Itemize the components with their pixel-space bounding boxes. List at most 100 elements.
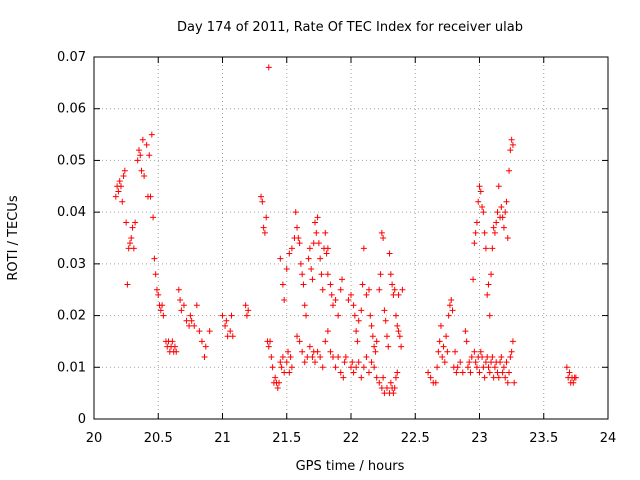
data-point (285, 348, 292, 355)
data-point (485, 364, 492, 371)
data-point (324, 328, 331, 335)
data-point (359, 281, 366, 288)
data-point (472, 359, 479, 366)
data-point (502, 374, 509, 381)
data-point (371, 343, 378, 350)
data-point (509, 141, 516, 148)
data-point (224, 333, 231, 340)
data-point (177, 297, 184, 304)
data-point (389, 281, 396, 288)
data-point (358, 374, 365, 381)
data-point (265, 343, 272, 350)
data-point (301, 359, 308, 366)
y-tick-label: 0.01 (57, 360, 86, 375)
data-point (328, 291, 335, 298)
data-point (295, 235, 302, 241)
data-point (498, 353, 505, 360)
data-point (371, 364, 378, 371)
data-point (286, 369, 293, 376)
x-tick-label: 22.5 (401, 431, 430, 446)
data-point (444, 348, 451, 355)
data-point (193, 302, 200, 309)
x-tick-label: 20 (86, 431, 103, 446)
data-point (457, 359, 464, 366)
data-point (570, 379, 577, 386)
data-point (116, 178, 123, 185)
data-point (324, 245, 331, 252)
data-point (480, 209, 487, 216)
data-point (381, 390, 388, 397)
data-point (267, 338, 274, 345)
data-point (188, 317, 195, 324)
data-point (484, 291, 491, 298)
y-tick-label: 0.04 (57, 205, 86, 220)
data-point (245, 307, 252, 314)
data-point (446, 302, 453, 309)
x-tick-label: 21 (214, 431, 231, 446)
data-point (503, 359, 510, 366)
data-point (497, 359, 504, 366)
data-point (318, 271, 325, 278)
data-point (259, 198, 266, 205)
data-point (350, 369, 357, 376)
data-point (152, 271, 159, 278)
data-point (274, 384, 281, 391)
data-point (265, 64, 272, 71)
data-point (310, 240, 317, 247)
data-point (392, 374, 399, 381)
data-point (322, 229, 329, 236)
data-point (475, 198, 482, 205)
data-point (288, 245, 295, 252)
data-point (477, 188, 484, 195)
data-point (150, 214, 157, 221)
data-point (470, 276, 477, 283)
data-point (363, 291, 370, 298)
data-point (494, 369, 501, 376)
y-tick-label: 0.02 (57, 309, 86, 324)
data-point (337, 286, 344, 293)
data-point (191, 322, 198, 329)
data-point (386, 250, 393, 257)
data-points (112, 64, 579, 397)
data-point (294, 224, 301, 231)
data-point (376, 379, 383, 386)
data-point (432, 379, 439, 386)
data-point (178, 307, 185, 314)
data-point (296, 338, 303, 345)
x-tick-label: 20.5 (144, 431, 173, 446)
data-point (360, 245, 367, 252)
y-tick-label: 0 (78, 412, 86, 427)
data-point (339, 276, 346, 283)
data-point (354, 338, 361, 345)
data-point (481, 374, 488, 381)
data-point (360, 364, 367, 371)
data-point (454, 364, 461, 371)
data-point (327, 281, 334, 288)
data-point (296, 240, 303, 247)
data-point (365, 286, 372, 293)
data-point (263, 214, 270, 221)
data-point (332, 364, 339, 371)
data-point (348, 364, 354, 371)
data-point (491, 364, 498, 371)
data-point (157, 307, 164, 314)
data-point (222, 322, 229, 329)
data-point (482, 359, 489, 366)
data-point (258, 193, 265, 200)
data-point (368, 359, 375, 366)
data-point (385, 343, 392, 350)
data-point (372, 348, 379, 355)
data-point (269, 364, 276, 371)
data-point (500, 364, 507, 371)
data-point (300, 281, 307, 288)
data-point (511, 379, 518, 386)
data-point (477, 348, 484, 355)
data-point (355, 317, 362, 324)
data-point (445, 312, 452, 319)
data-point (227, 328, 234, 335)
data-point (183, 317, 190, 324)
data-point (332, 297, 339, 304)
data-point (351, 312, 358, 319)
data-point (507, 353, 514, 360)
data-point (277, 359, 284, 366)
